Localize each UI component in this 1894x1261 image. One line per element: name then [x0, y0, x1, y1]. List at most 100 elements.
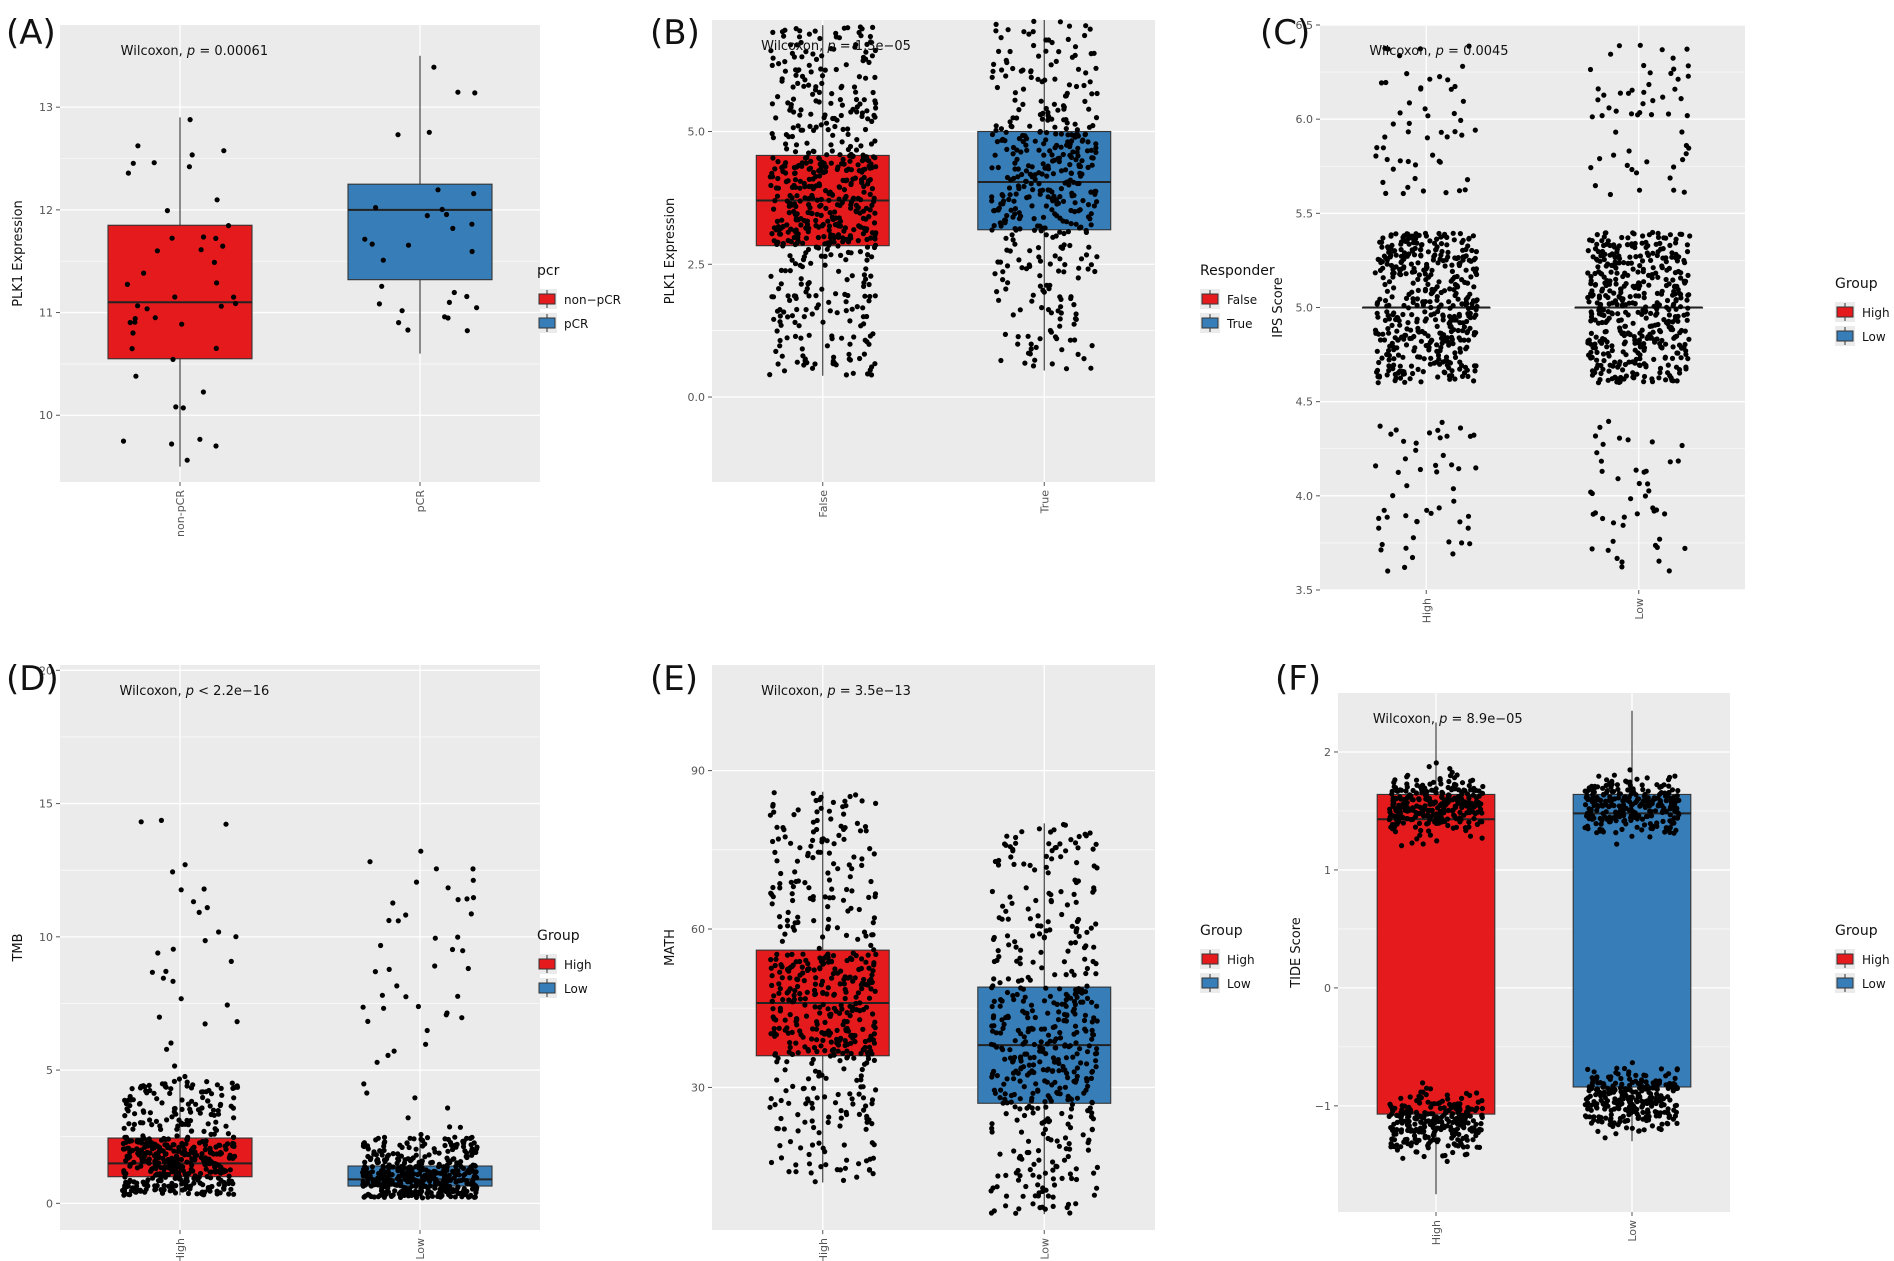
- data-point: [791, 164, 798, 171]
- data-point: [1055, 107, 1061, 113]
- data-point: [1374, 369, 1380, 375]
- data-point: [1601, 92, 1607, 98]
- data-point: [1594, 357, 1600, 363]
- data-point: [1465, 337, 1472, 343]
- data-point: [435, 187, 441, 193]
- data-point: [841, 1066, 847, 1072]
- data-point: [1436, 279, 1442, 285]
- data-point: [201, 1128, 207, 1134]
- data-point: [808, 69, 814, 75]
- data-point: [830, 232, 836, 239]
- data-point: [1606, 368, 1612, 374]
- y-tick-label: 2.5: [688, 258, 706, 271]
- data-point: [871, 1057, 878, 1063]
- data-point: [1023, 168, 1029, 174]
- data-point: [1028, 68, 1034, 74]
- data-point: [1626, 148, 1632, 154]
- data-point: [872, 138, 878, 144]
- data-point: [989, 1121, 995, 1127]
- data-point: [817, 203, 823, 209]
- data-point: [371, 1194, 377, 1200]
- data-point: [1068, 940, 1074, 946]
- data-point: [144, 1158, 151, 1164]
- x-axis: High Low: [174, 1230, 427, 1261]
- data-point: [1630, 370, 1636, 376]
- data-point: [851, 334, 857, 340]
- data-point: [1442, 1152, 1448, 1159]
- data-point: [158, 1178, 164, 1184]
- data-point: [850, 1101, 856, 1107]
- legend-entry-label: Low: [564, 982, 588, 996]
- data-point: [869, 1097, 876, 1103]
- data-point: [1065, 36, 1071, 43]
- data-point: [153, 1155, 160, 1161]
- data-point: [839, 200, 845, 206]
- data-point: [1470, 1137, 1476, 1143]
- data-point: [1657, 370, 1663, 376]
- data-point: [1046, 841, 1052, 847]
- data-point: [1086, 1043, 1092, 1049]
- data-point: [1443, 357, 1449, 363]
- data-point: [1473, 1133, 1479, 1139]
- data-point: [1090, 846, 1096, 852]
- data-point: [1072, 1002, 1078, 1008]
- data-point: [1384, 288, 1390, 294]
- y-axis-label: IPS Score: [1271, 277, 1286, 337]
- data-point: [1069, 1101, 1075, 1108]
- data-point: [1380, 145, 1386, 151]
- data-point: [1620, 273, 1626, 280]
- data-point: [1451, 498, 1457, 504]
- data-point: [859, 798, 865, 804]
- data-point: [795, 217, 801, 223]
- legend-key: [1200, 949, 1220, 969]
- data-point: [1084, 983, 1090, 989]
- data-point: [1043, 853, 1049, 860]
- data-point: [1598, 253, 1604, 259]
- data-point: [771, 316, 777, 322]
- data-point: [1624, 162, 1630, 168]
- data-point: [1605, 377, 1611, 383]
- data-point: [1013, 944, 1019, 950]
- data-point: [1632, 347, 1638, 353]
- data-point: [1589, 238, 1595, 244]
- data-point: [865, 952, 871, 958]
- data-point: [1379, 355, 1385, 361]
- data-point: [873, 164, 879, 170]
- data-point: [1057, 1085, 1063, 1091]
- y-tick-label: 10: [39, 409, 53, 422]
- data-point: [1026, 194, 1032, 200]
- data-point: [1384, 261, 1390, 267]
- data-point: [376, 1177, 382, 1183]
- data-point: [864, 244, 871, 250]
- data-point: [1408, 1143, 1414, 1149]
- data-point: [1637, 42, 1643, 48]
- data-point: [872, 1019, 878, 1025]
- data-point: [121, 1125, 127, 1131]
- data-point: [828, 46, 834, 52]
- data-point: [782, 268, 789, 274]
- data-point: [819, 836, 825, 842]
- data-point: [1457, 320, 1463, 326]
- data-point: [1590, 511, 1596, 517]
- data-point: [181, 1146, 187, 1152]
- data-point: [1622, 339, 1628, 345]
- data-point: [1455, 296, 1461, 302]
- data-point: [825, 904, 831, 910]
- data-point: [771, 206, 777, 212]
- data-point: [1637, 253, 1643, 259]
- data-point: [1030, 933, 1036, 939]
- data-point: [1682, 545, 1688, 552]
- data-point: [1390, 270, 1396, 277]
- data-point: [1400, 354, 1406, 360]
- data-point: [1010, 993, 1016, 999]
- data-point: [1045, 919, 1051, 925]
- data-point: [835, 243, 841, 249]
- data-point: [1609, 262, 1615, 268]
- data-point: [1046, 114, 1052, 120]
- data-point: [827, 308, 833, 314]
- data-point: [1602, 230, 1608, 236]
- data-point: [991, 61, 997, 67]
- data-point: [870, 1171, 876, 1177]
- data-point: [852, 1032, 858, 1039]
- legend-title: Group: [537, 928, 580, 944]
